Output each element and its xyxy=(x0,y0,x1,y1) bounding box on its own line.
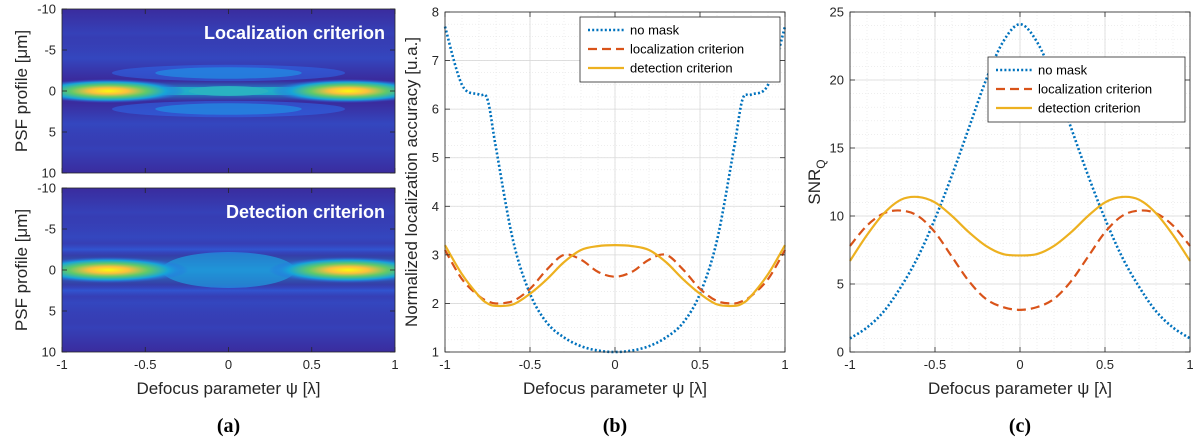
y-tick-label: 0 xyxy=(49,84,56,99)
y-tick-label: 15 xyxy=(830,141,844,156)
legend-entry: no mask xyxy=(1038,63,1088,78)
x-tick-label: 0.5 xyxy=(691,357,709,372)
heatmap-hotspot xyxy=(62,257,189,283)
legend-entry: detection criterion xyxy=(1038,101,1141,116)
y-tick-label: 7 xyxy=(432,53,439,68)
x-tick-label: 1 xyxy=(1186,357,1193,372)
x-tick-label: -1 xyxy=(56,357,68,372)
y-tick-label: -10 xyxy=(37,181,56,196)
x-tick-label: 1 xyxy=(781,357,788,372)
x-tick-label: -0.5 xyxy=(924,357,946,372)
legend-entry: detection criterion xyxy=(630,61,733,76)
y-tick-label: -5 xyxy=(44,222,56,237)
y-tick-label: 5 xyxy=(49,304,56,319)
x-tick-label: -0.5 xyxy=(134,357,156,372)
line-chart-2: -1 -0.5 0 0.5 1 1 2 3 4 5 6 7 8 Defocus parameter ψ [… xyxy=(402,5,789,438)
heatmap-lobe xyxy=(111,100,346,118)
heatmap-band xyxy=(62,284,395,297)
heatmap-hotspot xyxy=(188,86,269,96)
y-axis-label-sub: Q xyxy=(814,159,828,168)
heatmap-1: Detection criterion -10 -5 0 5 10-1 -0.5 0 0.5 1 P… xyxy=(12,181,399,438)
y-tick-label: 3 xyxy=(432,247,439,262)
y-axis-label: Normalized localization accuracy [u.a.] xyxy=(402,37,421,327)
heatmap-hotspot xyxy=(268,257,395,283)
y-tick-label: 1 xyxy=(432,345,439,360)
legend-entry: localization criterion xyxy=(630,42,744,57)
x-tick-label: 0 xyxy=(611,357,618,372)
y-tick-label: 10 xyxy=(42,166,56,181)
panel-label: (a) xyxy=(217,415,240,437)
heatmap-0: Localization criterion -10 -5 0 5 10 PSF profi… xyxy=(12,2,396,181)
heatmap-lobe xyxy=(111,64,346,82)
heatmap-hotspot xyxy=(62,79,186,103)
y-tick-label: 4 xyxy=(432,199,439,214)
series-line-localization-criterion xyxy=(849,209,1191,311)
legend-box xyxy=(987,56,1186,123)
heatmap-hotspot xyxy=(271,79,395,103)
y-tick-label: 5 xyxy=(432,150,439,165)
heatmap-title: Detection criterion xyxy=(226,202,385,222)
x-tick-label: -1 xyxy=(844,357,856,372)
legend-entry: localization criterion xyxy=(1038,82,1152,97)
y-tick-label: 0 xyxy=(49,263,56,278)
series-line-localization-criterion xyxy=(444,249,786,305)
y-tick-label: -10 xyxy=(37,2,56,17)
legend: no mask localization criterion detection c… xyxy=(987,56,1186,123)
y-tick-label: 5 xyxy=(837,277,844,292)
x-tick-label: 0 xyxy=(1016,357,1023,372)
y-tick-label: 2 xyxy=(432,296,439,311)
y-tick-label: 10 xyxy=(830,209,844,224)
heatmap-title: Localization criterion xyxy=(204,23,385,43)
y-tick-label: 8 xyxy=(432,5,439,20)
x-tick-label: 1 xyxy=(391,357,398,372)
y-axis-label: PSF profile [μm] xyxy=(12,30,31,152)
y-tick-label: -5 xyxy=(44,43,56,58)
heatmap-center-blob xyxy=(161,252,296,288)
x-tick-label: 0 xyxy=(225,357,232,372)
x-axis-label: Defocus parameter ψ [λ] xyxy=(523,379,707,398)
y-tick-label: 6 xyxy=(432,102,439,117)
legend: no mask localization criterion detection c… xyxy=(579,16,781,83)
y-tick-label: 25 xyxy=(830,5,844,20)
series-line-detection-criterion xyxy=(849,195,1191,262)
y-tick-label: 5 xyxy=(49,125,56,140)
x-tick-label: -1 xyxy=(439,357,451,372)
y-axis-label: SNRQ xyxy=(805,159,828,204)
panel-label: (b) xyxy=(603,415,627,437)
x-tick-label: -0.5 xyxy=(519,357,541,372)
y-tick-label: 10 xyxy=(42,345,56,360)
x-axis-label: Defocus parameter ψ [λ] xyxy=(928,379,1112,398)
x-tick-label: 0.5 xyxy=(1096,357,1114,372)
x-axis-label: Defocus parameter ψ [λ] xyxy=(136,379,320,398)
series-line-detection-criterion xyxy=(444,244,786,308)
heatmap-band xyxy=(62,243,395,256)
y-axis-label-main: SNR xyxy=(805,169,824,205)
x-tick-label: 0.5 xyxy=(303,357,321,372)
y-tick-label: 0 xyxy=(837,345,844,360)
panel-label: (c) xyxy=(1009,415,1031,437)
y-tick-label: 20 xyxy=(830,73,844,88)
legend-entry: no mask xyxy=(630,23,680,38)
legend-box xyxy=(579,16,781,83)
y-axis-label: PSF profile [μm] xyxy=(12,209,31,331)
